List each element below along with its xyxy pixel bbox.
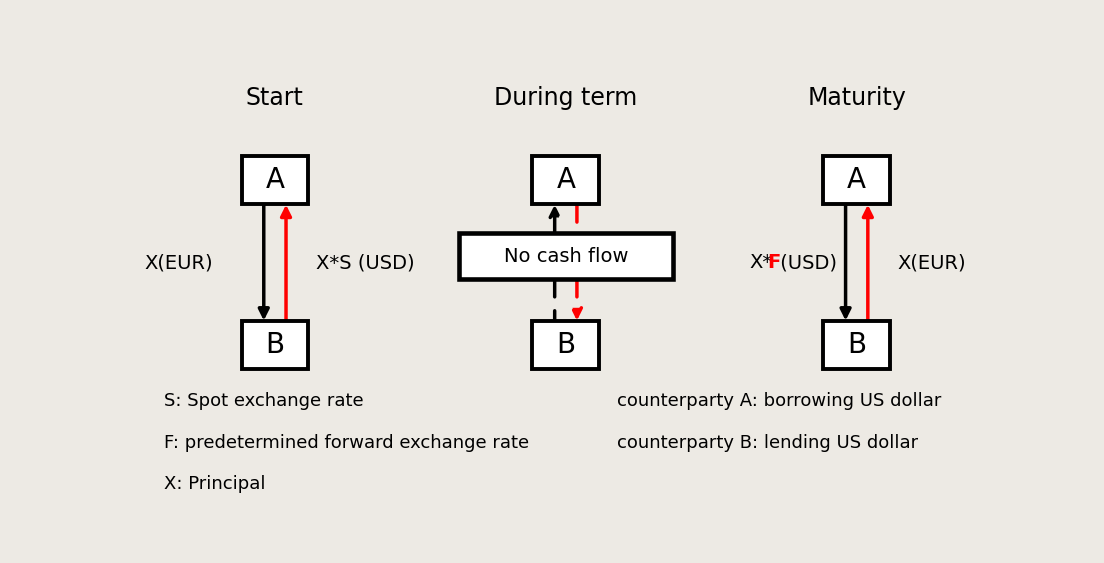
Text: counterparty B: lending US dollar: counterparty B: lending US dollar — [617, 434, 919, 452]
FancyBboxPatch shape — [242, 157, 308, 204]
Text: Maturity: Maturity — [807, 86, 906, 110]
Text: X: Principal: X: Principal — [163, 475, 265, 493]
Text: X*S (USD): X*S (USD) — [316, 253, 415, 272]
Text: X*: X* — [749, 253, 772, 272]
Text: (USD): (USD) — [774, 253, 837, 272]
FancyBboxPatch shape — [824, 157, 890, 204]
FancyBboxPatch shape — [532, 157, 599, 204]
Text: B: B — [847, 331, 867, 359]
FancyBboxPatch shape — [824, 321, 890, 369]
Text: B: B — [265, 331, 285, 359]
Text: A: A — [556, 166, 575, 194]
Text: During term: During term — [495, 86, 637, 110]
Text: F: F — [767, 253, 781, 272]
Text: X(EUR): X(EUR) — [145, 253, 213, 272]
FancyBboxPatch shape — [532, 321, 599, 369]
Text: A: A — [847, 166, 867, 194]
Text: A: A — [265, 166, 285, 194]
FancyBboxPatch shape — [242, 321, 308, 369]
Text: B: B — [556, 331, 575, 359]
FancyBboxPatch shape — [459, 234, 672, 279]
Text: X(EUR): X(EUR) — [898, 253, 966, 272]
Text: counterparty A: borrowing US dollar: counterparty A: borrowing US dollar — [617, 392, 942, 410]
Text: Start: Start — [246, 86, 304, 110]
Text: S: Spot exchange rate: S: Spot exchange rate — [163, 392, 363, 410]
Text: No cash flow: No cash flow — [503, 247, 628, 266]
Text: F: predetermined forward exchange rate: F: predetermined forward exchange rate — [163, 434, 529, 452]
